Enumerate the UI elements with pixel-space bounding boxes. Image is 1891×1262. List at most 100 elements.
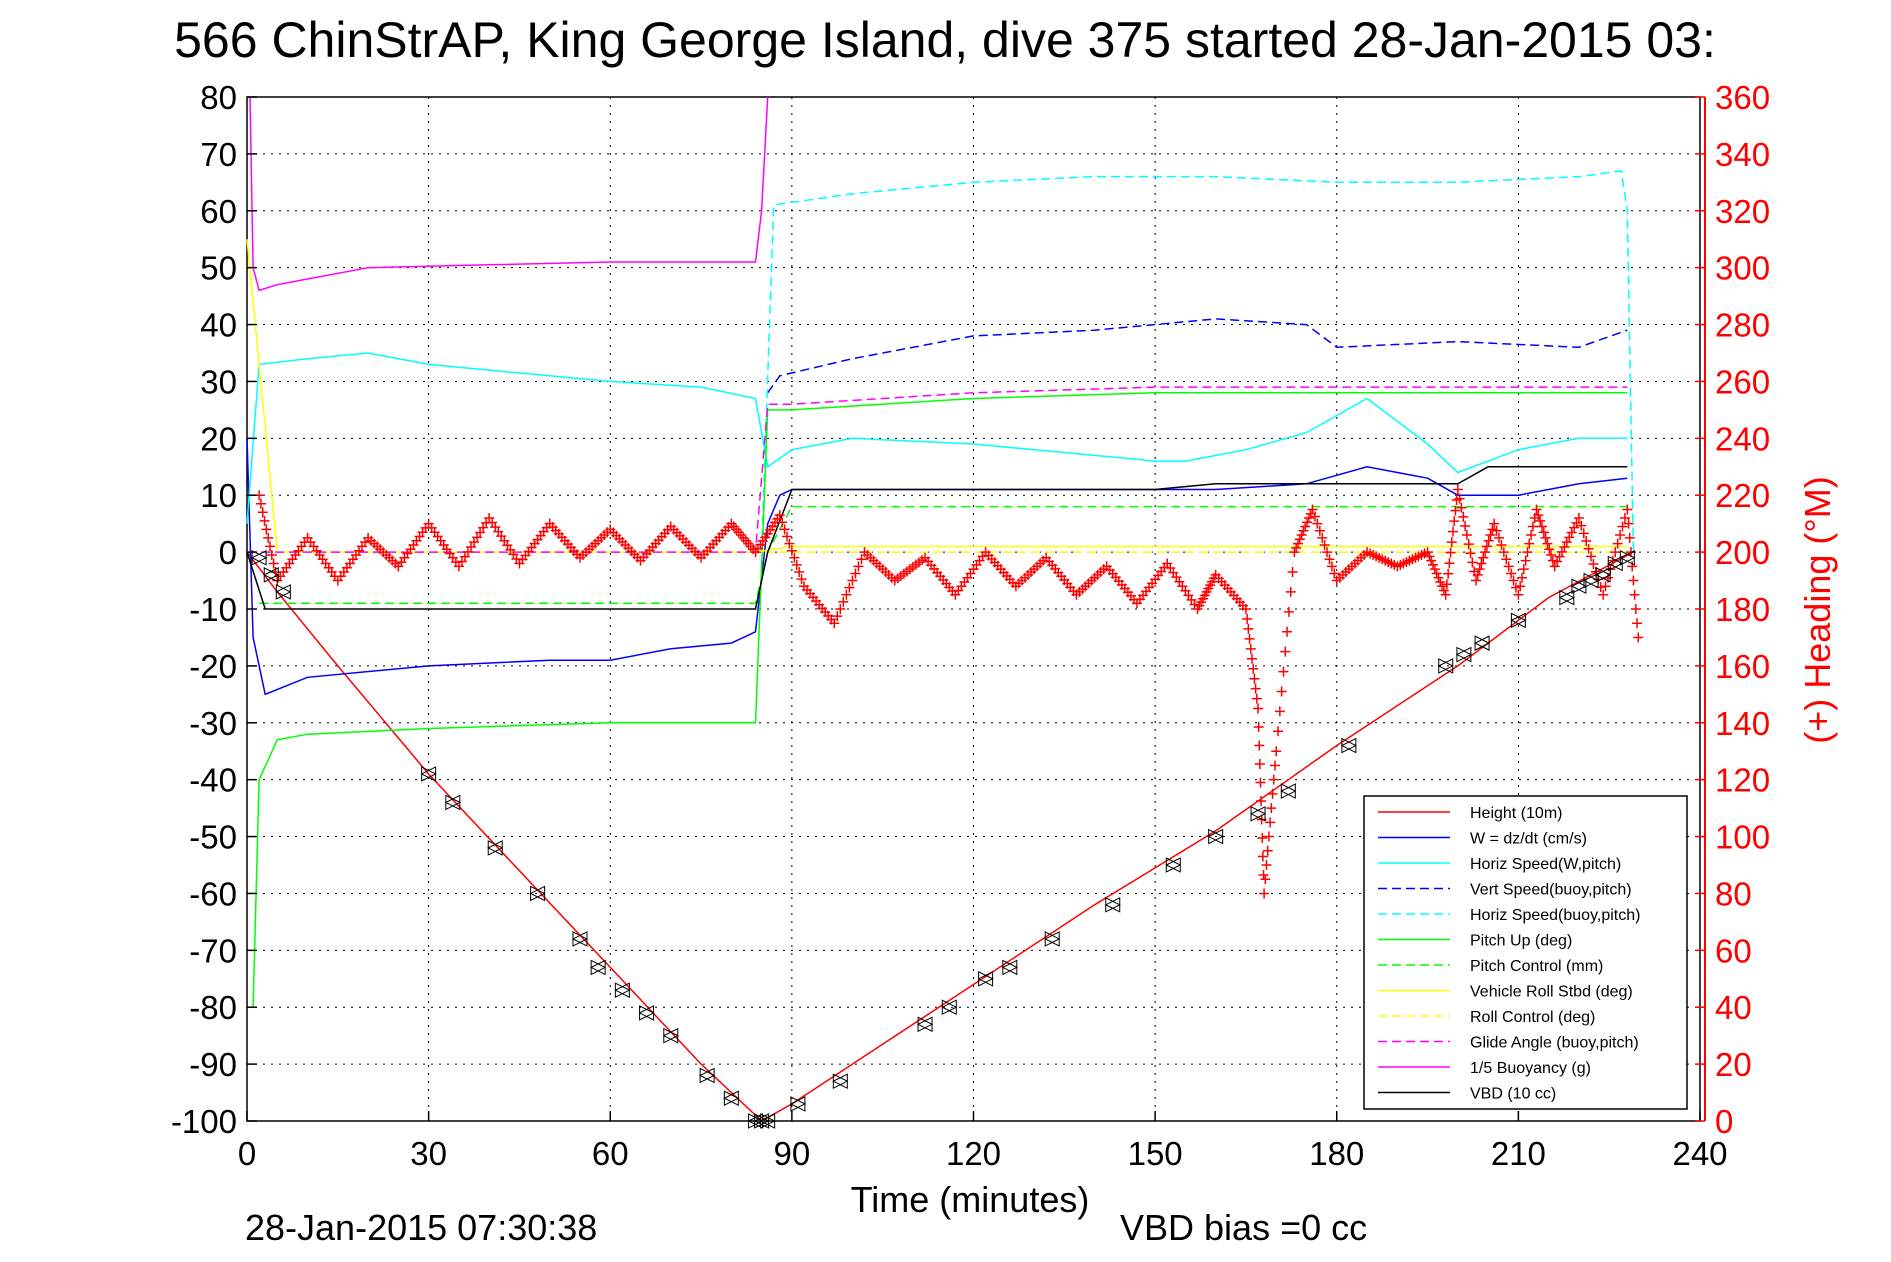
heading-point	[1289, 547, 1300, 558]
heading-point	[1424, 551, 1435, 562]
y-tick-label: -60	[189, 875, 237, 912]
depth-marker	[263, 567, 280, 583]
series-glide-angle-buoy-pitch	[247, 386, 1628, 553]
heading-point	[1612, 538, 1623, 549]
legend-label: Pitch Control (mm)	[1470, 958, 1603, 975]
heading-point	[1242, 613, 1253, 624]
heading-point	[1460, 520, 1471, 531]
depth-marker	[1619, 549, 1636, 566]
heading-point	[832, 611, 843, 622]
heading-point	[1610, 547, 1621, 558]
heading-point	[1624, 532, 1635, 543]
y-tick-label: -30	[189, 705, 237, 742]
depth-marker	[759, 1113, 776, 1129]
y-tick-label: 40	[200, 307, 237, 344]
heading-point	[1547, 555, 1558, 566]
heading-point	[1586, 551, 1597, 562]
heading-point	[853, 561, 864, 572]
legend-label: W = dz/dt (cm/s)	[1470, 831, 1587, 848]
heading-point	[1506, 568, 1517, 579]
heading-point	[1576, 520, 1587, 531]
y-tick-label: 80	[200, 79, 237, 116]
heading-point	[1431, 568, 1442, 579]
heading-point	[1271, 746, 1282, 757]
heading-point	[1598, 589, 1609, 600]
depth-marker	[1207, 828, 1224, 845]
heading-point	[1472, 569, 1483, 580]
heading-point	[847, 575, 858, 586]
heading-point	[838, 596, 849, 607]
y-right-tick-label: 320	[1715, 193, 1770, 230]
heading-point	[1540, 532, 1551, 543]
heading-point	[779, 524, 790, 535]
heading-point	[1322, 547, 1333, 558]
heading-point	[1536, 521, 1547, 532]
depth-markers	[250, 549, 1636, 1129]
heading-point	[1253, 703, 1264, 714]
heading-point	[1450, 505, 1461, 516]
depth-marker	[614, 982, 631, 998]
y-right-tick-label: 140	[1715, 705, 1770, 742]
legend-label: Vehicle Roll Stbd (deg)	[1470, 984, 1633, 1001]
heading-point	[1561, 537, 1572, 548]
heading-point	[1441, 579, 1452, 590]
heading-point	[1444, 558, 1455, 569]
depth-marker	[941, 999, 958, 1016]
series-vert-speed-buoy-pitch	[767, 318, 1628, 394]
heading-point	[789, 552, 800, 563]
heading-point	[1524, 538, 1535, 549]
heading-point	[1251, 693, 1262, 704]
heading-point	[1329, 568, 1340, 579]
heading-point	[1259, 888, 1270, 899]
heading-point	[1422, 547, 1433, 558]
y-tick-label: 0	[219, 534, 237, 571]
heading-point	[1527, 521, 1538, 532]
heading-point	[1265, 817, 1276, 828]
series-horiz-speed-buoy-pitch	[760, 170, 1635, 553]
heading-point	[1437, 581, 1448, 592]
depth-marker	[420, 766, 437, 782]
y-axis-right-label: (+) Heading (°M)	[1797, 476, 1838, 743]
heading-point	[1298, 525, 1309, 536]
heading-point	[1246, 653, 1257, 664]
depth-marker	[487, 840, 504, 856]
heading-point	[1307, 504, 1318, 515]
depth-marker	[1249, 805, 1267, 822]
heading-point	[1254, 740, 1265, 751]
x-tick-label: 240	[1672, 1135, 1727, 1172]
series-horiz-speed-w-pitch	[246, 352, 1628, 524]
heading-point	[1465, 548, 1476, 559]
heading-point	[1556, 546, 1567, 557]
x-tick-label: 90	[774, 1135, 811, 1172]
heading-point	[1303, 512, 1314, 523]
heading-point	[1474, 564, 1485, 575]
heading-point	[1542, 538, 1553, 549]
heading-point	[1476, 558, 1487, 569]
depth-marker	[1340, 737, 1357, 754]
series-layer	[246, 96, 1644, 1129]
heading-point	[1564, 532, 1575, 543]
x-tick-label: 30	[410, 1135, 447, 1172]
heading-point	[1458, 511, 1469, 522]
heading-point	[1262, 845, 1273, 856]
heading-point	[1274, 706, 1285, 717]
heading-point	[1454, 493, 1465, 504]
heading-point	[1487, 524, 1498, 535]
chart-title: 566 ChinStrAP, King George Island, dive …	[174, 12, 1716, 68]
heading-point	[1426, 555, 1437, 566]
heading-point	[844, 582, 855, 593]
heading-point	[1254, 759, 1265, 770]
heading-point	[1324, 554, 1335, 565]
heading-point	[1260, 874, 1271, 885]
depth-marker	[832, 1073, 849, 1089]
x-tick-label: 120	[946, 1135, 1001, 1172]
heading-point	[829, 618, 840, 629]
depth-marker	[1165, 857, 1182, 873]
heading-point	[268, 558, 279, 569]
heading-point	[786, 545, 797, 556]
heading-point	[1461, 530, 1472, 541]
heading-point	[1552, 556, 1563, 567]
y-right-tick-label: 200	[1715, 534, 1770, 571]
y-tick-label: 70	[200, 136, 237, 173]
heading-point	[1615, 530, 1626, 541]
